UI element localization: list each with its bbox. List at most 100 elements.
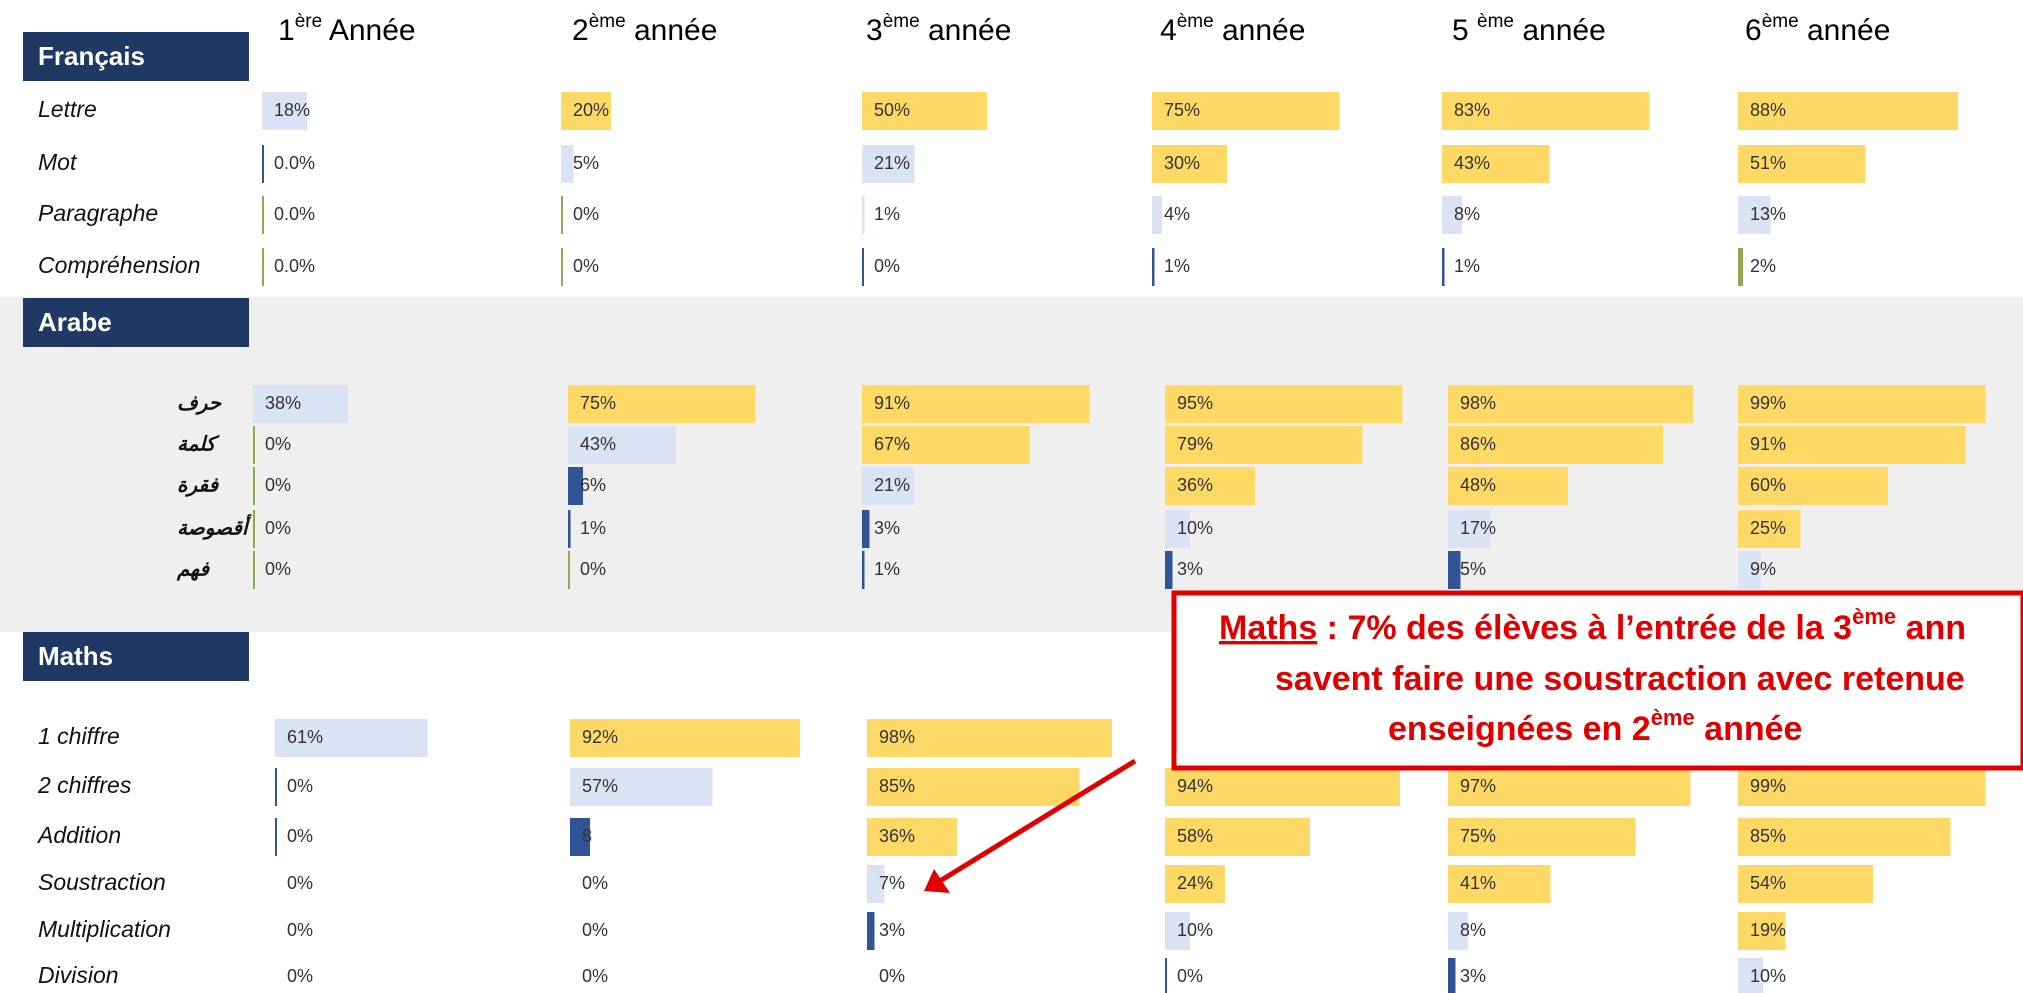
- value-label: 19%: [1750, 920, 1786, 940]
- bar: [253, 551, 255, 589]
- value-label: 1%: [1454, 256, 1480, 276]
- bar: [1152, 145, 1227, 183]
- value-label: 97%: [1460, 776, 1496, 796]
- bar: [570, 818, 590, 856]
- value-label: 13%: [1750, 204, 1786, 224]
- bar: [1448, 551, 1461, 589]
- row-label: أقصوصة: [177, 514, 252, 541]
- annotation-text: ème: [1852, 604, 1896, 629]
- value-label: 95%: [1177, 393, 1213, 413]
- value-label: 0%: [287, 776, 313, 796]
- value-label: 8%: [1460, 920, 1486, 940]
- value-label: 54%: [1750, 873, 1786, 893]
- bar: [862, 385, 1090, 423]
- bar: [867, 768, 1080, 806]
- value-label: 6%: [580, 475, 606, 495]
- bar: [568, 385, 756, 423]
- bar: [1165, 467, 1255, 505]
- value-label: 51%: [1750, 153, 1786, 173]
- row-label: Multiplication: [38, 916, 171, 942]
- value-label: 61%: [287, 727, 323, 747]
- bar: [568, 510, 571, 548]
- value-label: 0%: [265, 475, 291, 495]
- section-header-bg: [23, 298, 249, 347]
- bar: [1448, 510, 1491, 548]
- value-label: 0%: [287, 826, 313, 846]
- value-label: 0%: [287, 966, 313, 986]
- annotation-text: Maths: [1219, 609, 1317, 647]
- bar: [1738, 467, 1888, 505]
- row-label: Paragraphe: [38, 200, 158, 226]
- value-label: 3%: [879, 920, 905, 940]
- bar: [862, 92, 987, 130]
- annotation-line: enseignées en 2ème année: [1388, 705, 1802, 748]
- bar: [1152, 92, 1340, 130]
- bar: [1738, 385, 1986, 423]
- header-rest: Année: [322, 14, 415, 47]
- value-label: 85%: [1750, 826, 1786, 846]
- row-label: Division: [38, 962, 119, 988]
- bar: [1738, 92, 1958, 130]
- bar: [1442, 145, 1550, 183]
- row-label: Lettre: [38, 96, 97, 122]
- annotation-text: : 7% des élèves à l’entrée de la 3: [1317, 609, 1852, 647]
- bar: [1448, 426, 1663, 464]
- value-label: 41%: [1460, 873, 1496, 893]
- header-num: 5: [1452, 14, 1477, 47]
- value-label: 21%: [874, 475, 910, 495]
- column-header: 4ème année: [1160, 11, 1305, 47]
- value-label: 21%: [874, 153, 910, 173]
- column-header: 6ème année: [1745, 11, 1890, 47]
- value-label: 36%: [1177, 475, 1213, 495]
- value-label: 36%: [879, 826, 915, 846]
- bar: [253, 510, 255, 548]
- value-label: 48%: [1460, 475, 1496, 495]
- value-label: 18%: [274, 100, 310, 120]
- arabe-band: [0, 297, 2023, 632]
- bar: [1738, 426, 1966, 464]
- content: 1ère Année 2ème année 3ème année 4ème année…: [23, 11, 1986, 993]
- header-sup: ème: [1762, 11, 1799, 32]
- section-header: Maths: [38, 641, 113, 671]
- value-label: 0%: [582, 920, 608, 940]
- bar: [1448, 385, 1693, 423]
- value-label: 43%: [580, 434, 616, 454]
- value-label: 3%: [874, 518, 900, 538]
- bar: [867, 912, 875, 950]
- bar: [1165, 426, 1363, 464]
- bar: [1448, 768, 1691, 806]
- header-sup: ème: [883, 11, 920, 32]
- section-header: Arabe: [38, 307, 112, 337]
- bar: [253, 426, 255, 464]
- bar: [1442, 196, 1462, 234]
- bar: [1738, 958, 1763, 993]
- value-label: 20%: [573, 100, 609, 120]
- bar: [1738, 865, 1873, 903]
- bar: [862, 196, 865, 234]
- bar: [253, 467, 255, 505]
- value-label: 5%: [1460, 559, 1486, 579]
- bar: [262, 92, 307, 130]
- bar: [867, 865, 885, 903]
- value-label: 3%: [1177, 559, 1203, 579]
- value-label: 75%: [1460, 826, 1496, 846]
- row-label: فهم: [176, 557, 211, 582]
- value-label: 30%: [1164, 153, 1200, 173]
- value-label: 0%: [582, 966, 608, 986]
- header-rest: année: [1799, 14, 1891, 47]
- bar: [1442, 248, 1445, 286]
- value-label: 5%: [573, 153, 599, 173]
- value-label: 0%: [287, 873, 313, 893]
- bar: [1738, 551, 1761, 589]
- value-label: 0%: [287, 920, 313, 940]
- bar: [1165, 768, 1400, 806]
- value-label: 9%: [1750, 559, 1776, 579]
- value-label: 10%: [1177, 518, 1213, 538]
- value-label: 25%: [1750, 518, 1786, 538]
- annotation-text: ann: [1896, 609, 1966, 647]
- bar: [1448, 865, 1551, 903]
- bar: [1152, 248, 1155, 286]
- header-num: 6: [1745, 14, 1762, 47]
- value-label: 0%: [874, 256, 900, 276]
- bar: [862, 426, 1030, 464]
